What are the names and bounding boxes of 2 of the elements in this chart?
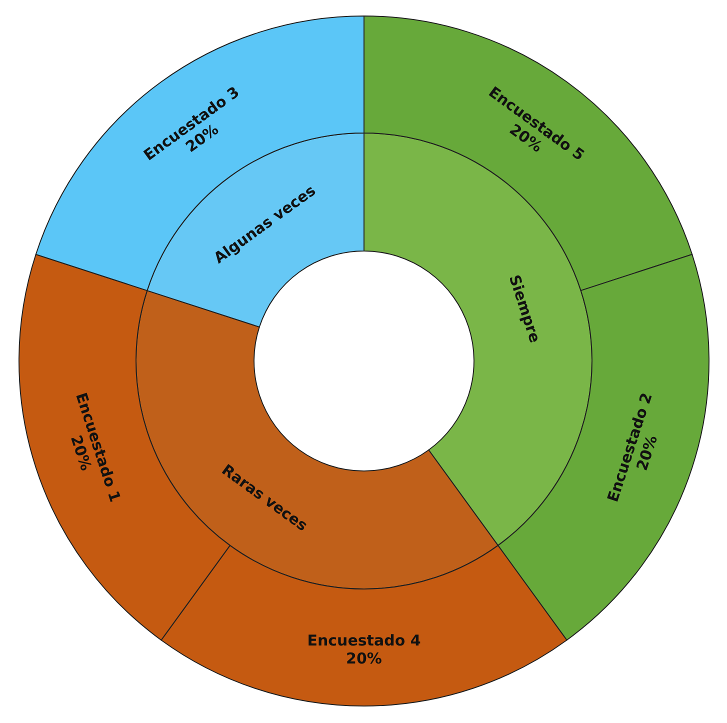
slice-label: Encuestado 4 xyxy=(307,632,421,650)
data-label: 20% xyxy=(346,650,382,668)
